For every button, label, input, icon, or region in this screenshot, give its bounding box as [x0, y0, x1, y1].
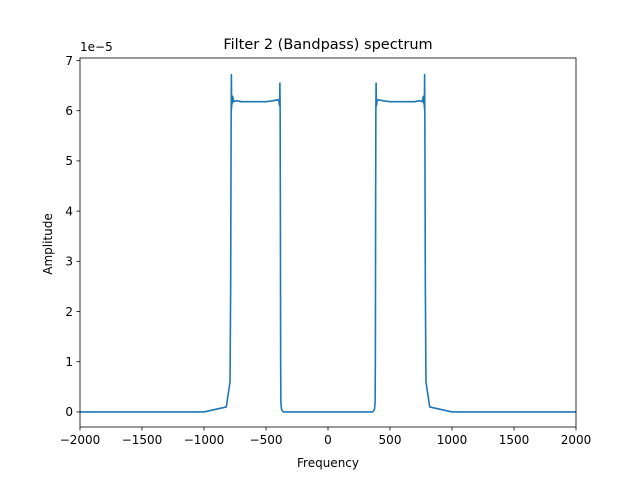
x-tick-label: 1000 [437, 433, 468, 447]
x-tick-label: 2000 [561, 433, 592, 447]
x-tick-label: −500 [250, 433, 283, 447]
y-tick-label: 2 [65, 305, 73, 319]
y-tick-label: 3 [65, 255, 73, 269]
y-tick-label: 1 [65, 355, 73, 369]
y-offset-label: 1e−5 [80, 40, 113, 54]
x-tick-label: 1500 [499, 433, 530, 447]
y-axis-label: Amplitude [41, 213, 55, 275]
y-tick-label: 6 [65, 104, 73, 118]
x-tick-label: −2000 [60, 433, 101, 447]
x-tick-label: 500 [379, 433, 402, 447]
y-tick-label: 0 [65, 405, 73, 419]
series-line-0 [80, 73, 576, 413]
y-tick-label: 7 [65, 54, 73, 68]
x-tick-label: −1500 [122, 433, 163, 447]
x-tick-label: 0 [324, 433, 332, 447]
x-tick-label: −1000 [184, 433, 225, 447]
y-tick-label: 4 [65, 204, 73, 218]
y-tick-label: 5 [65, 154, 73, 168]
plot-area: −2000 −1500 −1000 −500 0 500 1000 1500 2000 0 1 2 3 4… [60, 54, 592, 447]
chart-title: Filter 2 (Bandpass) spectrum [223, 37, 432, 53]
x-axis-label: Frequency [297, 456, 359, 470]
